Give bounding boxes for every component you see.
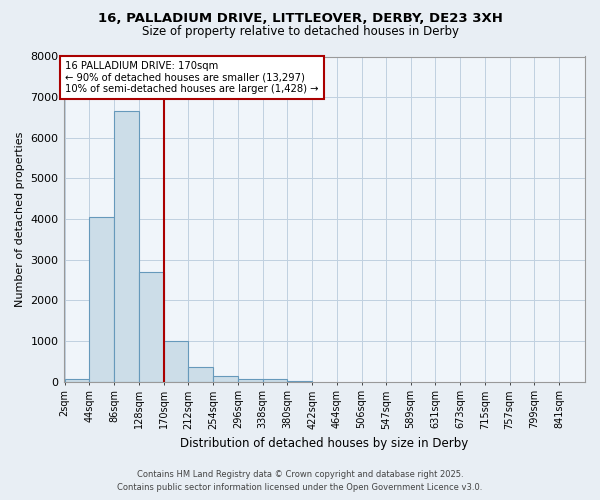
Bar <box>139 272 164 382</box>
Bar <box>188 368 213 382</box>
Bar <box>65 379 89 382</box>
Bar <box>238 378 263 382</box>
Bar <box>114 112 139 382</box>
Text: 16 PALLADIUM DRIVE: 170sqm
← 90% of detached houses are smaller (13,297)
10% of : 16 PALLADIUM DRIVE: 170sqm ← 90% of deta… <box>65 60 319 94</box>
Bar <box>213 376 238 382</box>
Bar <box>89 217 114 382</box>
Text: 16, PALLADIUM DRIVE, LITTLEOVER, DERBY, DE23 3XH: 16, PALLADIUM DRIVE, LITTLEOVER, DERBY, … <box>98 12 502 26</box>
Bar <box>287 380 312 382</box>
Text: Contains HM Land Registry data © Crown copyright and database right 2025.
Contai: Contains HM Land Registry data © Crown c… <box>118 470 482 492</box>
Bar <box>263 380 287 382</box>
Text: Size of property relative to detached houses in Derby: Size of property relative to detached ho… <box>142 25 458 38</box>
Y-axis label: Number of detached properties: Number of detached properties <box>15 132 25 306</box>
X-axis label: Distribution of detached houses by size in Derby: Distribution of detached houses by size … <box>180 437 469 450</box>
Bar <box>164 341 188 382</box>
